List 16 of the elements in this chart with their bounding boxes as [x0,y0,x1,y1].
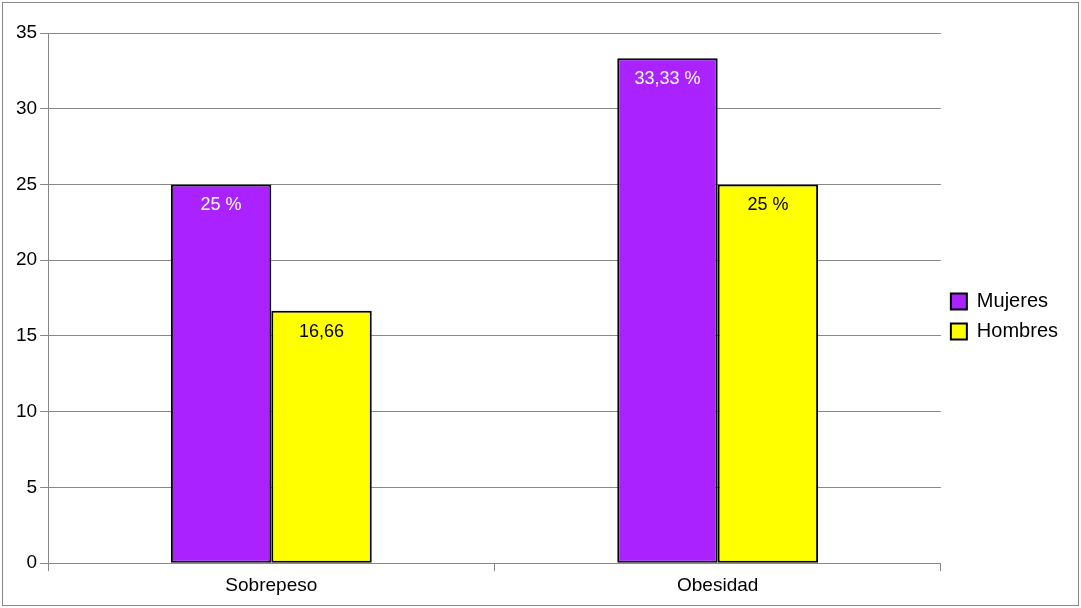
y-tick-label: 35 [15,21,38,43]
y-tick-label: 15 [15,324,38,346]
legend-label: Mujeres [976,289,1049,312]
x-tick-label: Sobrepeso [225,573,318,595]
y-tick-label: 5 [26,475,38,497]
data-label: 25 % [200,194,242,215]
data-label: 16,66 [299,320,345,341]
legend-label: Hombres [976,319,1059,342]
y-tick-label: 30 [15,96,38,118]
y-tick-label: 0 [26,551,38,573]
y-tick-label: 25 [15,172,38,194]
y-tick-label: 10 [15,399,38,421]
x-tick-label: Obesidad [677,573,759,595]
y-tick-label: 20 [15,248,38,270]
data-label: 25 % [747,194,789,215]
data-label: 33,33 % [634,68,701,89]
